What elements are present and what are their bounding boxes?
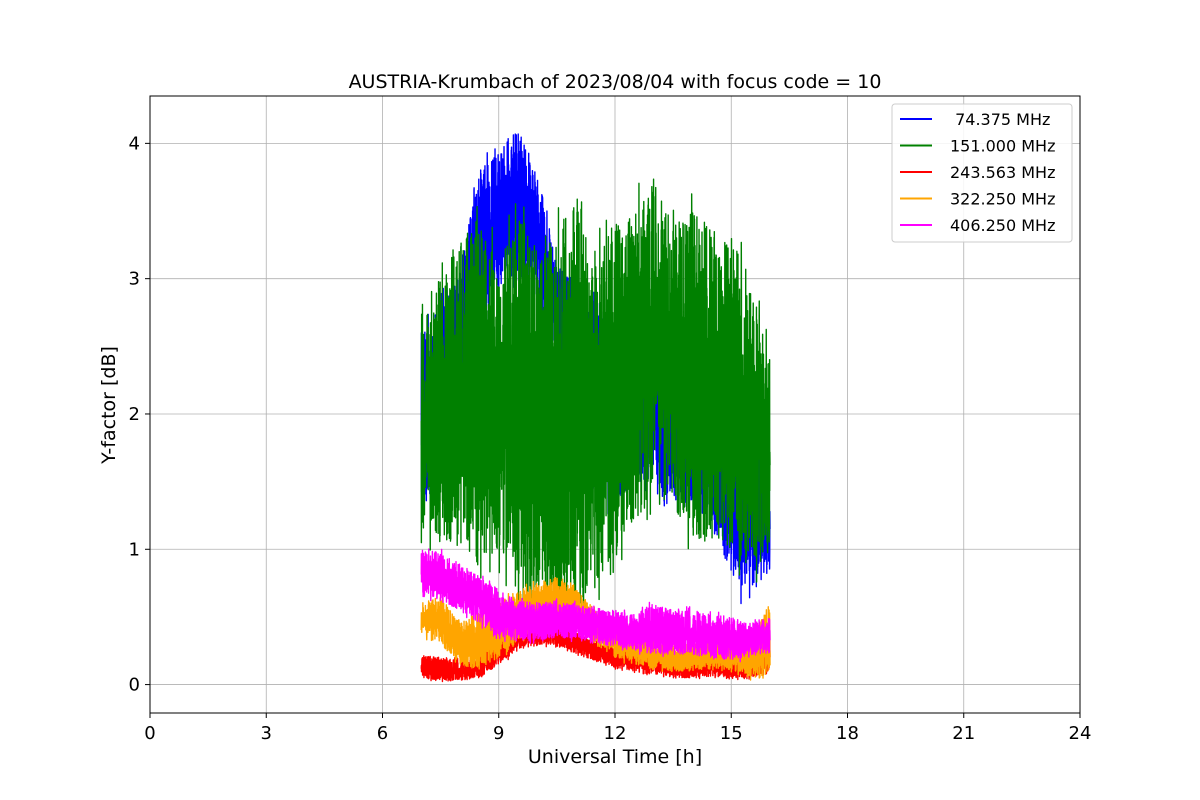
y-tick-label: 3 (129, 269, 140, 290)
x-tick-label: 3 (261, 723, 272, 744)
legend-label: 322.250 MHz (950, 190, 1055, 209)
y-tick-label: 0 (129, 675, 140, 696)
legend-label: 74.375 MHz (950, 110, 1050, 129)
x-axis-label: Universal Time [h] (528, 746, 702, 768)
chart-title: AUSTRIA-Krumbach of 2023/08/04 with focu… (349, 71, 882, 93)
legend-label: 406.250 MHz (950, 216, 1055, 235)
series-layer (420, 133, 771, 683)
x-axis-ticks: 0 3 6 9 12 15 18 21 24 (144, 713, 1091, 744)
legend: 74.375 MHz 151.000 MHz 243.563 MHz 322.250 … (891, 103, 1073, 243)
series-line (420, 548, 771, 663)
y-axis-ticks: 0 1 2 3 4 (129, 133, 150, 696)
x-tick-label: 6 (377, 723, 388, 744)
legend-label: 151.000 MHz (950, 137, 1055, 156)
x-tick-label: 15 (720, 723, 743, 744)
legend-box (891, 103, 1073, 243)
y-tick-label: 2 (129, 404, 140, 425)
x-tick-label: 9 (493, 723, 504, 744)
x-tick-label: 0 (144, 723, 155, 744)
x-tick-label: 12 (604, 723, 627, 744)
series-line (420, 178, 771, 629)
x-tick-label: 21 (952, 723, 975, 744)
plot-area (420, 133, 771, 683)
legend-label: 243.563 MHz (950, 163, 1055, 182)
x-tick-label: 18 (836, 723, 859, 744)
x-tick-label: 24 (1069, 723, 1092, 744)
y-tick-label: 4 (129, 133, 140, 154)
y-tick-label: 1 (129, 539, 140, 560)
y-axis-label: Y-factor [dB] (98, 346, 120, 465)
